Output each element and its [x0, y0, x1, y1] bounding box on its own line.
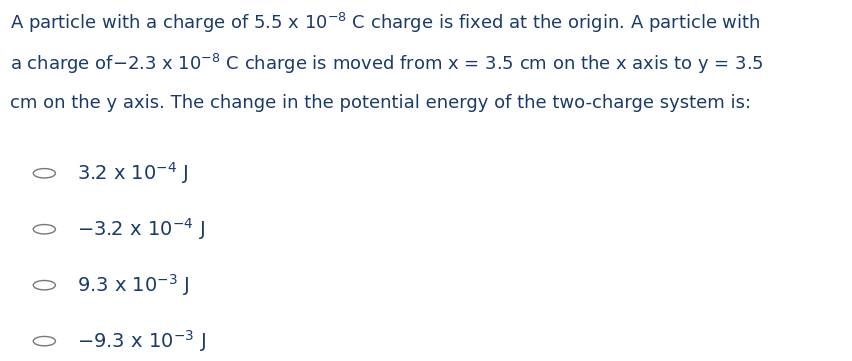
Text: −9.3 x 10$^{-3}$ J: −9.3 x 10$^{-3}$ J: [77, 328, 205, 354]
Text: A particle with a charge of 5.5 x 10$^{-8}$ C charge is fixed at the origin. A p: A particle with a charge of 5.5 x 10$^{-…: [10, 11, 760, 35]
Text: 9.3 x 10$^{-3}$ J: 9.3 x 10$^{-3}$ J: [77, 272, 189, 298]
Text: cm on the y axis. The change in the potential energy of the two-charge system is: cm on the y axis. The change in the pote…: [10, 94, 751, 112]
Text: a charge of−2.3 x 10$^{-8}$ C charge is moved from x = 3.5 cm on the x axis to y: a charge of−2.3 x 10$^{-8}$ C charge is …: [10, 52, 763, 77]
Text: −3.2 x 10$^{-4}$ J: −3.2 x 10$^{-4}$ J: [77, 216, 204, 242]
Text: 3.2 x 10$^{-4}$ J: 3.2 x 10$^{-4}$ J: [77, 160, 188, 186]
